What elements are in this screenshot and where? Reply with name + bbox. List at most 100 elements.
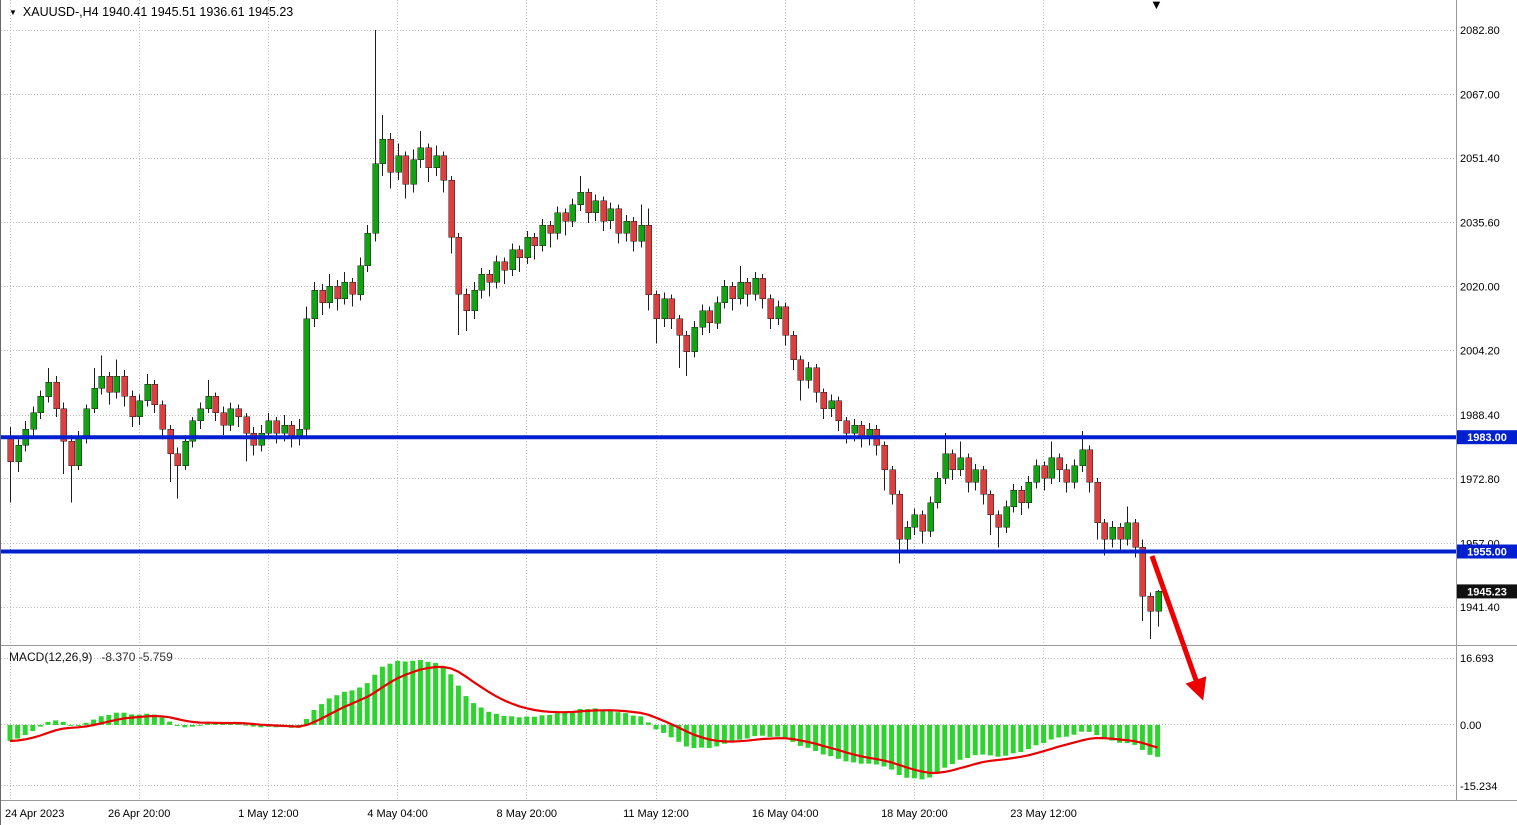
panel-dividers[interactable]: [1, 0, 1517, 801]
candle-up: [227, 408, 234, 426]
candle-up: [372, 163, 379, 234]
macd-histogram-bar: [600, 709, 606, 725]
macd-histogram-bar: [471, 703, 477, 725]
macd-histogram-bar: [1079, 724, 1085, 732]
macd-histogram-bar: [15, 724, 21, 739]
macd-histogram-bar: [303, 719, 309, 725]
macd-histogram-bar: [455, 685, 461, 725]
candle-down: [174, 453, 181, 467]
macd-histogram-bar: [68, 724, 74, 726]
candle-down: [440, 155, 447, 181]
candle-up: [113, 375, 120, 393]
candle-down: [121, 375, 128, 397]
price-axis[interactable]: 2082.80 2067.00 2051.40 2035.60 2020.00 2004.…: [1457, 25, 1517, 793]
candle-down: [995, 514, 1002, 528]
macd-histogram-bar: [547, 714, 553, 725]
macd-histogram-bar: [1094, 724, 1100, 736]
candles-layer: [7, 30, 1162, 640]
macd-histogram-bar: [349, 690, 355, 725]
candle-up: [623, 220, 630, 234]
candle-down: [1086, 449, 1093, 483]
time-tick-label: 26 Apr 20:00: [108, 808, 170, 820]
macd-histogram-bar: [782, 724, 788, 739]
macd-histogram-bar: [189, 724, 195, 727]
macd-histogram-bar: [691, 724, 697, 748]
macd-histogram-bar: [790, 724, 796, 742]
macd-histogram-bar: [927, 724, 933, 778]
candle-down: [919, 514, 926, 532]
candle-down: [630, 220, 637, 242]
candle-up: [136, 400, 143, 418]
macd-histogram-bar: [645, 722, 651, 725]
macd-histogram-bar: [319, 704, 325, 725]
macd-histogram-bar: [1109, 724, 1115, 741]
macd-histogram-bar: [151, 714, 157, 725]
macd-histogram-bar: [1132, 724, 1138, 745]
macd-histogram-bar: [1139, 724, 1145, 750]
candle-down: [813, 367, 820, 393]
macd-histogram-bar: [144, 713, 150, 725]
macd-histogram-bar: [379, 666, 385, 725]
candle-up: [539, 224, 546, 246]
macd-histogram-bar: [896, 724, 902, 775]
candle-up: [98, 375, 105, 389]
macd-histogram-bar: [45, 721, 51, 725]
candle-up: [509, 249, 516, 271]
macd-histogram-bar: [129, 714, 135, 725]
candle-up: [182, 441, 189, 467]
macd-histogram-bar: [326, 698, 332, 725]
macd-histogram-bar: [873, 724, 879, 765]
macd-histogram-bar: [577, 708, 583, 725]
macd-histogram-bar: [372, 674, 378, 725]
candle-up: [1010, 490, 1017, 507]
hline-price-tag: [1457, 544, 1517, 559]
candle-down: [212, 396, 219, 413]
macd-histogram-bar: [341, 691, 347, 725]
macd-tick-label: 16.693: [1460, 653, 1494, 665]
macd-histogram-bar: [1048, 724, 1054, 740]
macd-histogram-bar: [311, 710, 317, 725]
time-tick-label: 23 May 12:00: [1010, 808, 1077, 820]
price-tick-label: 2004.20: [1460, 346, 1500, 358]
price-tick-label: 2082.80: [1460, 25, 1500, 37]
candle-up: [45, 381, 52, 397]
macd-histogram-bar: [22, 724, 28, 736]
macd-histogram-bar: [752, 724, 758, 737]
candle-up: [417, 147, 424, 160]
macd-histogram-bar: [714, 724, 720, 747]
macd-histogram-bar: [615, 712, 621, 725]
candle-up: [144, 383, 151, 401]
candle-down: [486, 273, 493, 283]
candle-down: [1056, 457, 1063, 471]
candle-up: [1079, 449, 1086, 467]
time-tick-label: 11 May 12:00: [623, 808, 689, 820]
macd-histogram-bar: [668, 724, 674, 738]
candle-up: [1109, 526, 1116, 540]
macd-values: -8.370 -5.759: [101, 650, 173, 664]
candle-up: [1155, 591, 1162, 612]
candle-down: [600, 200, 607, 222]
candle-up: [569, 204, 576, 222]
macd-histogram-bar: [220, 723, 226, 725]
chart-menu-icon[interactable]: ▼: [9, 8, 17, 17]
candle-down: [448, 179, 455, 238]
candle-down: [516, 249, 523, 258]
macd-histogram-bar: [167, 721, 173, 725]
macd-histogram-bar: [159, 717, 165, 725]
candle-down: [319, 290, 326, 303]
candle-up: [364, 232, 371, 267]
trend-arrow-annotation[interactable]: [1149, 555, 1207, 701]
macd-histogram-bar: [835, 724, 841, 759]
candle-up: [410, 159, 417, 185]
price-tick-label: 2067.00: [1460, 90, 1500, 102]
macd-histogram-bar: [866, 724, 872, 764]
macd-histogram-bar: [30, 724, 36, 732]
price-tick-label: 1941.40: [1460, 602, 1500, 614]
time-tick-label: 1 May 12:00: [238, 808, 299, 820]
macd-histogram-bar: [250, 724, 256, 727]
time-axis[interactable]: 24 Apr 2023 26 Apr 20:00 1 May 12:00 4 May …: [5, 808, 1077, 820]
hline-price-label: 1983.00: [1467, 432, 1507, 444]
candle-down: [501, 261, 508, 271]
